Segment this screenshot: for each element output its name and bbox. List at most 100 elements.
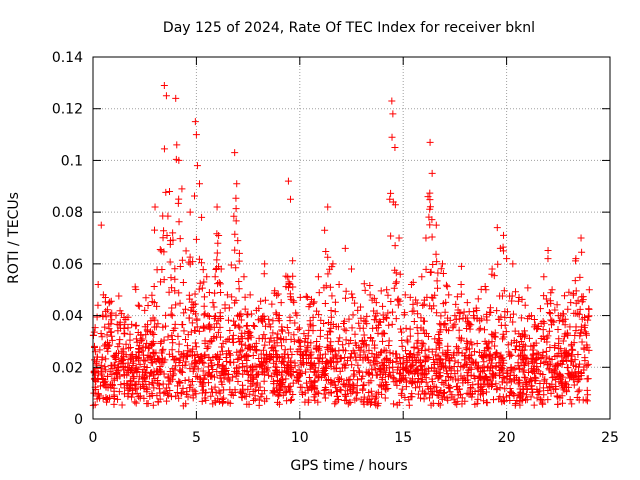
data-point bbox=[177, 390, 185, 398]
data-point bbox=[199, 367, 207, 375]
data-point bbox=[182, 305, 190, 313]
data-point bbox=[457, 290, 465, 298]
data-point bbox=[420, 317, 428, 325]
data-point bbox=[239, 370, 247, 378]
data-point bbox=[285, 386, 293, 394]
data-point bbox=[274, 330, 282, 338]
data-point bbox=[559, 316, 567, 324]
data-point bbox=[467, 358, 475, 366]
data-point bbox=[331, 308, 339, 316]
data-point bbox=[583, 331, 591, 339]
data-point bbox=[252, 347, 260, 355]
data-point bbox=[583, 375, 591, 383]
data-point bbox=[335, 347, 343, 355]
data-point bbox=[148, 291, 156, 299]
data-point bbox=[519, 341, 527, 349]
data-point bbox=[167, 274, 175, 282]
data-point bbox=[508, 297, 516, 305]
data-point bbox=[156, 245, 164, 253]
data-point bbox=[221, 367, 229, 375]
data-point bbox=[370, 361, 378, 369]
data-point bbox=[138, 337, 146, 345]
data-point bbox=[563, 364, 571, 372]
data-point bbox=[432, 221, 440, 229]
data-point bbox=[162, 311, 170, 319]
data-point bbox=[174, 332, 182, 340]
data-point bbox=[305, 373, 313, 381]
data-point bbox=[253, 371, 261, 379]
data-point bbox=[188, 319, 196, 327]
data-point bbox=[584, 391, 592, 399]
data-point bbox=[361, 317, 369, 325]
data-point bbox=[455, 326, 463, 334]
data-point bbox=[402, 324, 410, 332]
data-point bbox=[375, 318, 383, 326]
data-point bbox=[522, 380, 530, 388]
data-point bbox=[235, 249, 243, 257]
data-point bbox=[199, 266, 207, 274]
data-point bbox=[132, 322, 140, 330]
data-point bbox=[414, 329, 422, 337]
data-point bbox=[223, 291, 231, 299]
data-point bbox=[117, 360, 125, 368]
data-point bbox=[432, 345, 440, 353]
data-point bbox=[287, 396, 295, 404]
data-point bbox=[175, 348, 183, 356]
data-point bbox=[196, 356, 204, 364]
data-point bbox=[110, 375, 118, 383]
data-point bbox=[269, 317, 277, 325]
data-point bbox=[529, 368, 537, 376]
data-point bbox=[153, 266, 161, 274]
data-point bbox=[366, 400, 374, 408]
data-point bbox=[145, 372, 153, 380]
data-point bbox=[576, 273, 584, 281]
data-point bbox=[148, 390, 156, 398]
data-point bbox=[353, 389, 361, 397]
data-point bbox=[377, 349, 385, 357]
data-point bbox=[426, 221, 434, 229]
data-point bbox=[226, 399, 234, 407]
data-point bbox=[462, 344, 470, 352]
data-point bbox=[381, 394, 389, 402]
data-point bbox=[452, 343, 460, 351]
data-point bbox=[393, 278, 401, 286]
data-point bbox=[189, 345, 197, 353]
data-point bbox=[208, 373, 216, 381]
data-point bbox=[286, 293, 294, 301]
data-point bbox=[231, 299, 239, 307]
data-point bbox=[387, 189, 395, 197]
data-point bbox=[432, 372, 440, 380]
data-point bbox=[141, 323, 149, 331]
data-point bbox=[265, 320, 273, 328]
data-point bbox=[213, 320, 221, 328]
data-point bbox=[256, 383, 264, 391]
data-point bbox=[183, 342, 191, 350]
data-point bbox=[275, 378, 283, 386]
data-point bbox=[432, 250, 440, 258]
data-point bbox=[299, 390, 307, 398]
data-point bbox=[355, 319, 363, 327]
data-point bbox=[392, 350, 400, 358]
data-point bbox=[563, 350, 571, 358]
data-point bbox=[134, 348, 142, 356]
data-point bbox=[545, 309, 553, 317]
data-point bbox=[522, 391, 530, 399]
data-point bbox=[492, 380, 500, 388]
data-point bbox=[167, 393, 175, 401]
data-point bbox=[568, 352, 576, 360]
data-point bbox=[419, 387, 427, 395]
data-point bbox=[498, 355, 506, 363]
data-point bbox=[358, 375, 366, 383]
data-point bbox=[179, 279, 187, 287]
data-point bbox=[452, 300, 460, 308]
data-point bbox=[307, 362, 315, 370]
data-point bbox=[506, 397, 514, 405]
data-point bbox=[196, 279, 204, 287]
data-point bbox=[390, 400, 398, 408]
data-point bbox=[493, 349, 501, 357]
data-point bbox=[104, 347, 112, 355]
data-point bbox=[322, 385, 330, 393]
data-point bbox=[371, 398, 379, 406]
data-point bbox=[553, 352, 561, 360]
data-point bbox=[412, 357, 420, 365]
